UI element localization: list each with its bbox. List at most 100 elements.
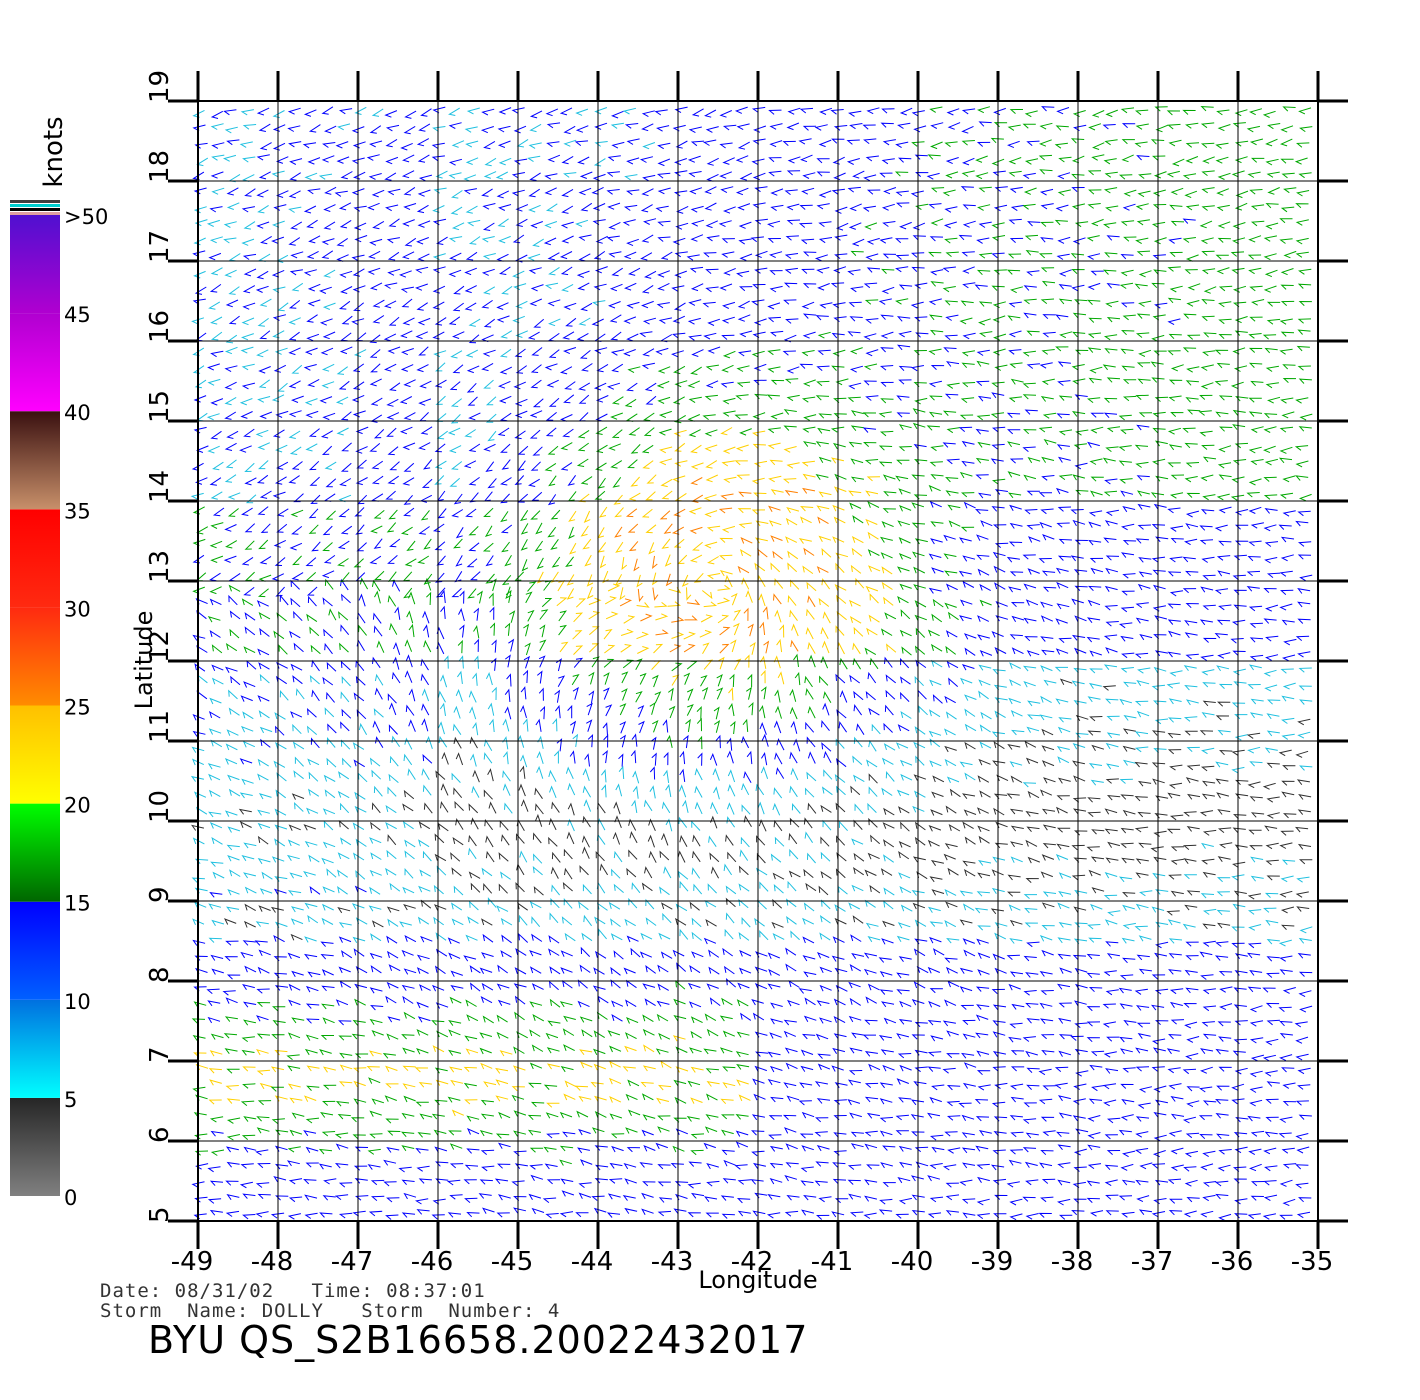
plot-grid xyxy=(197,100,1319,1222)
wind-vector xyxy=(650,736,657,750)
wind-vector xyxy=(450,1079,464,1086)
wind-vector xyxy=(561,1190,575,1197)
wind-vector xyxy=(651,572,658,586)
wind-vector xyxy=(594,347,608,354)
wind-vector xyxy=(1134,925,1148,931)
wind-vector xyxy=(639,156,654,163)
wind-vector xyxy=(293,642,304,653)
wind-vector xyxy=(319,396,333,404)
wind-vector xyxy=(418,526,430,535)
wind-vector xyxy=(418,412,429,422)
wind-vector xyxy=(1041,808,1056,815)
wind-vector xyxy=(1151,1038,1166,1045)
wind-vector xyxy=(737,141,750,150)
wind-vector xyxy=(783,409,797,415)
wind-vector xyxy=(1185,699,1199,706)
wind-vector xyxy=(580,202,593,212)
wind-vector xyxy=(1263,235,1277,242)
x-tick-label: -49 xyxy=(171,1247,213,1277)
wind-vector xyxy=(817,516,829,525)
wind-vector xyxy=(1265,1116,1279,1122)
wind-vector xyxy=(961,664,975,671)
wind-vector xyxy=(468,871,481,879)
wind-vector xyxy=(977,952,991,959)
wind-vector xyxy=(1075,714,1089,722)
wind-vector xyxy=(657,282,670,291)
wind-vector xyxy=(1086,1197,1100,1203)
wind-vector xyxy=(322,808,336,815)
wind-vector xyxy=(1025,757,1039,765)
wind-vector xyxy=(567,704,573,719)
wind-vector xyxy=(288,430,301,439)
wind-vector xyxy=(387,555,398,564)
wind-vector xyxy=(547,154,561,163)
wind-vector xyxy=(896,459,910,465)
wind-vector xyxy=(438,735,448,748)
wind-vector xyxy=(241,556,254,566)
wind-vector xyxy=(226,974,241,980)
wind-vector xyxy=(240,951,254,959)
wind-vector xyxy=(1043,679,1057,686)
wind-vector xyxy=(614,574,623,586)
wind-vector xyxy=(883,722,893,733)
wind-vector xyxy=(1265,842,1279,850)
wind-vector xyxy=(303,269,317,277)
wind-vector xyxy=(588,597,602,606)
wind-vector xyxy=(468,900,479,911)
wind-vector xyxy=(591,656,600,668)
wind-vector xyxy=(1266,796,1280,803)
wind-vector xyxy=(1166,828,1181,834)
wind-vector xyxy=(852,642,861,655)
wind-vector xyxy=(640,1081,654,1088)
wind-vector xyxy=(436,1030,449,1038)
wind-vector xyxy=(850,934,862,942)
wind-vector xyxy=(548,769,557,782)
wind-vector xyxy=(210,861,224,867)
wind-vector xyxy=(1295,460,1309,468)
x-tick-label: -46 xyxy=(411,1247,453,1277)
wind-vector xyxy=(609,1113,623,1120)
wind-vector xyxy=(993,1131,1007,1137)
wind-vector xyxy=(751,350,765,358)
wind-vector xyxy=(1170,537,1184,544)
wind-vector xyxy=(581,835,590,848)
wind-vector xyxy=(228,315,240,325)
wind-vector xyxy=(490,578,497,592)
wind-vector xyxy=(468,236,481,245)
wind-vector xyxy=(496,905,509,912)
wind-vector xyxy=(482,1207,495,1214)
wind-vector xyxy=(209,822,223,829)
wind-vector xyxy=(572,630,583,640)
wind-vector xyxy=(1091,744,1105,752)
wind-vector xyxy=(370,933,382,942)
wind-vector xyxy=(499,366,513,375)
wind-vector xyxy=(786,1194,800,1201)
wind-vector xyxy=(1217,809,1231,815)
wind-vector xyxy=(588,611,601,620)
wind-vector xyxy=(946,1085,961,1091)
wind-vector xyxy=(1215,142,1229,149)
wind-vector xyxy=(976,1004,990,1010)
wind-vector xyxy=(224,474,237,483)
wind-vector xyxy=(572,733,579,747)
wind-vector xyxy=(835,562,845,573)
wind-vector xyxy=(209,1180,224,1186)
wind-vector xyxy=(517,734,525,748)
wind-vector xyxy=(211,644,223,654)
wind-vector xyxy=(992,1031,1006,1038)
wind-vector xyxy=(913,981,926,989)
wind-vector xyxy=(1282,106,1296,112)
wind-vector xyxy=(229,869,241,877)
wind-vector xyxy=(815,395,830,401)
x-tick-label: -43 xyxy=(651,1247,693,1277)
wind-vector xyxy=(962,266,975,274)
wind-vector xyxy=(1022,1036,1036,1042)
wind-vector xyxy=(592,219,606,226)
wind-vector xyxy=(977,872,991,879)
wind-vector xyxy=(255,429,269,438)
wind-vector xyxy=(848,110,862,117)
wind-vector xyxy=(880,347,894,353)
wind-vector xyxy=(674,414,686,424)
wind-vector xyxy=(770,379,785,385)
wind-vector xyxy=(1216,877,1231,883)
